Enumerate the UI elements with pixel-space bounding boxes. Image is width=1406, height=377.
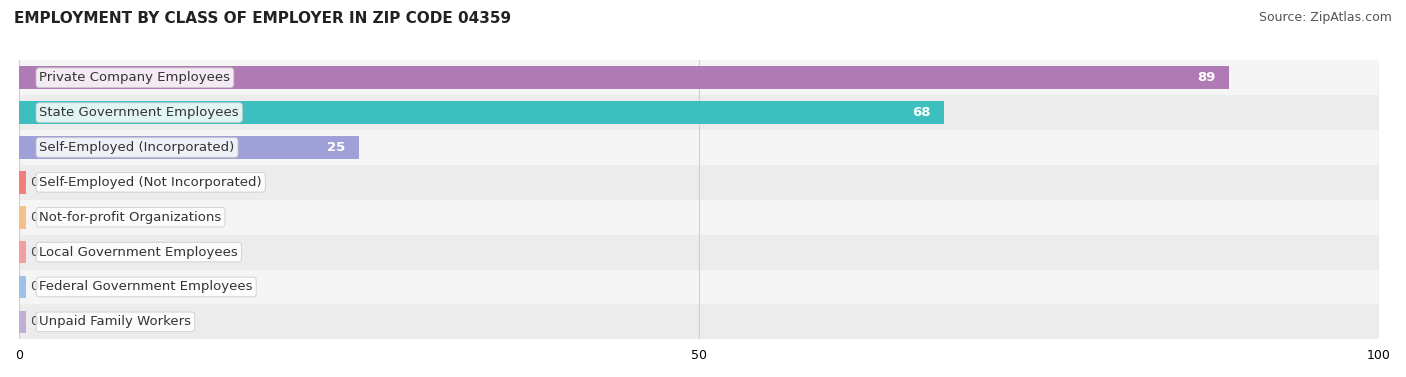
- Text: 0: 0: [30, 211, 38, 224]
- Text: 0: 0: [30, 280, 38, 293]
- Text: Self-Employed (Not Incorporated): Self-Employed (Not Incorporated): [39, 176, 262, 189]
- FancyBboxPatch shape: [20, 200, 1379, 234]
- Text: EMPLOYMENT BY CLASS OF EMPLOYER IN ZIP CODE 04359: EMPLOYMENT BY CLASS OF EMPLOYER IN ZIP C…: [14, 11, 512, 26]
- Text: Local Government Employees: Local Government Employees: [39, 245, 238, 259]
- Text: Unpaid Family Workers: Unpaid Family Workers: [39, 315, 191, 328]
- FancyBboxPatch shape: [20, 165, 1379, 200]
- Text: Source: ZipAtlas.com: Source: ZipAtlas.com: [1258, 11, 1392, 24]
- FancyBboxPatch shape: [20, 60, 1379, 95]
- Text: State Government Employees: State Government Employees: [39, 106, 239, 119]
- Text: 89: 89: [1198, 71, 1216, 84]
- Bar: [20, 311, 25, 333]
- Text: 0: 0: [30, 315, 38, 328]
- Text: 25: 25: [328, 141, 346, 154]
- Bar: [20, 276, 25, 298]
- Text: 0: 0: [30, 176, 38, 189]
- Bar: [20, 206, 25, 228]
- Bar: [20, 101, 943, 124]
- Bar: [20, 241, 25, 264]
- Text: Private Company Employees: Private Company Employees: [39, 71, 231, 84]
- Text: 68: 68: [911, 106, 931, 119]
- FancyBboxPatch shape: [20, 234, 1379, 270]
- FancyBboxPatch shape: [20, 270, 1379, 304]
- Bar: [20, 136, 359, 159]
- FancyBboxPatch shape: [20, 304, 1379, 339]
- FancyBboxPatch shape: [20, 95, 1379, 130]
- Bar: [20, 66, 1229, 89]
- Text: Not-for-profit Organizations: Not-for-profit Organizations: [39, 211, 222, 224]
- Text: Self-Employed (Incorporated): Self-Employed (Incorporated): [39, 141, 235, 154]
- FancyBboxPatch shape: [20, 130, 1379, 165]
- Bar: [20, 171, 25, 194]
- Text: 0: 0: [30, 245, 38, 259]
- Text: Federal Government Employees: Federal Government Employees: [39, 280, 253, 293]
